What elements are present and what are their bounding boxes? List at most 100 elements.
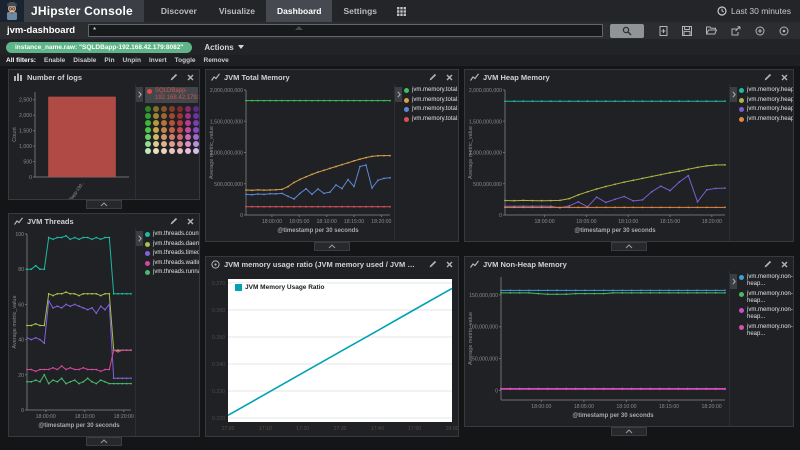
memory-usage-ratio-chart[interactable]: 0.220 0.230 0.240 0.250 0.260 0.270 17:00 17:10… <box>206 271 459 436</box>
legend-item[interactable]: jvm.threads.count <box>145 231 199 238</box>
palette-color-dot[interactable] <box>161 148 167 154</box>
row-collapse-toggle[interactable] <box>86 200 122 209</box>
palette-color-dot[interactable] <box>177 113 183 119</box>
legend-item[interactable]: jvm.threads.daemon.c... <box>145 241 199 248</box>
palette-color-dot[interactable] <box>161 141 167 147</box>
search-button[interactable] <box>610 23 644 38</box>
palette-color-dot[interactable] <box>185 141 191 147</box>
jvm-non-heap-memory-chart[interactable]: 0 50,000,000 100,000,000 150,000,000 18:00:0… <box>465 271 729 426</box>
palette-color-dot[interactable] <box>185 127 191 133</box>
palette-color-dot[interactable] <box>193 127 199 133</box>
share-dashboard-icon[interactable] <box>731 25 741 36</box>
filters-toggle-link[interactable]: Toggle <box>174 57 196 64</box>
palette-color-dot[interactable] <box>161 127 167 133</box>
palette-color-dot[interactable] <box>153 141 159 147</box>
search-input[interactable] <box>88 24 603 37</box>
palette-color-dot[interactable] <box>177 127 183 133</box>
nav-tab-visualize[interactable]: Visualize <box>218 6 256 16</box>
palette-color-dot[interactable] <box>153 134 159 140</box>
palette-color-dot[interactable] <box>153 120 159 126</box>
palette-color-dot[interactable] <box>185 120 191 126</box>
legend-item[interactable]: jvm.memory.non-heap... <box>739 274 793 288</box>
palette-color-dot[interactable] <box>145 134 151 140</box>
legend-item[interactable]: jvm.memory.heap.init <box>739 116 793 123</box>
filters-disable-link[interactable]: Disable <box>73 57 97 64</box>
panel-header[interactable]: JVM Non-Heap Memory <box>465 257 793 271</box>
palette-color-dot[interactable] <box>145 120 151 126</box>
filters-unpin-link[interactable]: Unpin <box>122 57 141 64</box>
palette-color-dot[interactable] <box>193 148 199 154</box>
legend-item[interactable]: jvm.memory.total.init <box>404 116 458 123</box>
apps-grid-icon[interactable] <box>388 0 415 22</box>
nav-tab-discover[interactable]: Discover <box>160 6 197 16</box>
palette-color-dot[interactable] <box>153 148 159 154</box>
palette-color-dot[interactable] <box>177 148 183 154</box>
palette-color-dot[interactable] <box>193 113 199 119</box>
panel-header[interactable]: JVM Heap Memory <box>465 70 793 84</box>
edit-panel-icon[interactable] <box>764 73 772 81</box>
palette-color-dot[interactable] <box>161 120 167 126</box>
open-dashboard-icon[interactable] <box>706 26 717 35</box>
jvm-heap-memory-chart[interactable]: 0 500,000,000 1,000,000,000 1,500,000,000 2,… <box>465 84 729 241</box>
legend-item[interactable]: jvm.threads.runnable.c... <box>145 269 199 276</box>
remove-panel-icon[interactable] <box>781 74 788 81</box>
legend-item[interactable]: jvm.memory.total.max <box>404 87 458 94</box>
palette-color-dot[interactable] <box>169 106 175 112</box>
palette-color-dot[interactable] <box>169 148 175 154</box>
legend-collapse-handle[interactable] <box>730 87 737 102</box>
palette-color-dot[interactable] <box>193 134 199 140</box>
palette-color-dot[interactable] <box>193 120 199 126</box>
legend-collapse-handle[interactable] <box>136 231 143 246</box>
palette-color-dot[interactable] <box>153 127 159 133</box>
add-visualization-icon[interactable] <box>755 26 765 36</box>
new-dashboard-icon[interactable] <box>659 25 668 36</box>
palette-color-dot[interactable] <box>169 120 175 126</box>
legend-item[interactable]: jvm.memory.non-heap... <box>739 307 793 321</box>
jvm-threads-chart[interactable]: 0 20 40 60 80 100 18:00:00 18:10:00 18:20:00 @tim… <box>9 228 135 436</box>
panel-header[interactable]: JVM memory usage ratio (JVM memory used … <box>206 257 458 271</box>
palette-color-dot[interactable] <box>161 113 167 119</box>
palette-color-dot[interactable] <box>177 120 183 126</box>
filters-pin-link[interactable]: Pin <box>104 57 115 64</box>
filter-pill[interactable]: instance_name.raw: "SQLDBapp-192.168.42.… <box>6 41 193 53</box>
row-collapse-toggle[interactable] <box>611 427 647 436</box>
filters-invert-link[interactable]: Invert <box>148 57 167 64</box>
filters-remove-link[interactable]: Remove <box>203 57 229 64</box>
edit-panel-icon[interactable] <box>429 260 437 268</box>
filters-enable-link[interactable]: Enable <box>43 57 66 64</box>
nav-tab-dashboard[interactable]: Dashboard <box>266 0 333 22</box>
palette-color-dot[interactable] <box>193 141 199 147</box>
panel-header[interactable]: JVM Total Memory <box>206 70 458 84</box>
row-collapse-toggle[interactable] <box>314 242 350 251</box>
palette-color-dot[interactable] <box>145 106 151 112</box>
nav-tab-settings[interactable]: Settings <box>343 6 377 16</box>
palette-color-dot[interactable] <box>169 113 175 119</box>
legend-item[interactable]: jvm.memory.total.used <box>404 106 458 113</box>
palette-color-dot[interactable] <box>177 141 183 147</box>
legend-collapse-handle[interactable] <box>395 87 402 102</box>
legend-item[interactable]: jvm.threads.waiting.co... <box>145 260 199 267</box>
palette-color-dot[interactable] <box>185 113 191 119</box>
remove-panel-icon[interactable] <box>446 74 453 81</box>
legend-collapse-handle[interactable] <box>730 274 737 289</box>
palette-color-dot[interactable] <box>161 106 167 112</box>
edit-panel-icon[interactable] <box>764 260 772 268</box>
palette-color-dot[interactable] <box>185 134 191 140</box>
jvm-total-memory-chart[interactable]: 0 500,000,000 1,000,000,000 1,500,000,000 2,… <box>206 84 394 241</box>
palette-color-dot[interactable] <box>145 141 151 147</box>
palette-color-dot[interactable] <box>153 106 159 112</box>
options-icon[interactable] <box>779 26 789 36</box>
palette-color-dot[interactable] <box>145 148 151 154</box>
legend-item[interactable]: jvm.memory.heap.com... <box>739 97 793 104</box>
palette-color-dot[interactable] <box>177 134 183 140</box>
palette-color-dot[interactable] <box>145 127 151 133</box>
panel-header[interactable]: JVM Threads <box>9 214 199 228</box>
edit-panel-icon[interactable] <box>170 217 178 225</box>
palette-color-dot[interactable] <box>153 113 159 119</box>
remove-panel-icon[interactable] <box>187 218 194 225</box>
legend-item[interactable]: jvm.memory.heap.used <box>739 106 793 113</box>
legend-item[interactable]: jvm.threads.timed_wait... <box>145 250 199 257</box>
palette-color-dot[interactable] <box>169 141 175 147</box>
row-collapse-toggle[interactable] <box>86 437 122 446</box>
legend-item-selected[interactable]: SQLDBapp-192.168.42.179:8082 <box>145 87 199 103</box>
